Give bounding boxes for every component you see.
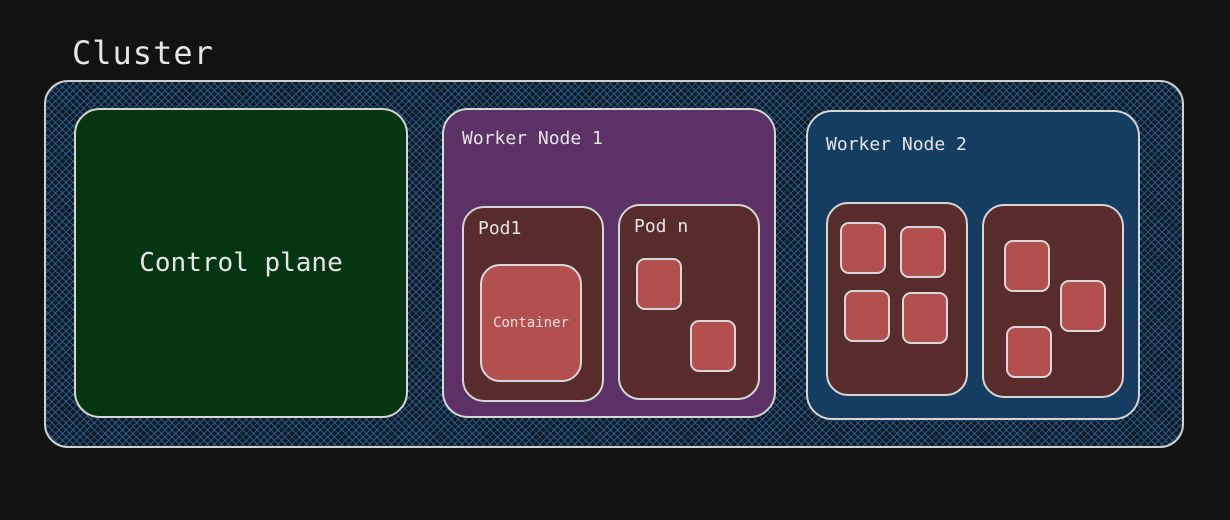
container-box	[902, 292, 948, 344]
container-box	[844, 290, 890, 342]
worker-node-2: Worker Node 2	[806, 110, 1140, 420]
control-plane-label: Control plane	[139, 248, 343, 278]
container-box	[690, 320, 736, 372]
worker-node-1-label: Worker Node 1	[462, 128, 603, 149]
pod-n: Pod n	[618, 204, 760, 400]
container-box	[1004, 240, 1050, 292]
pod-1-label: Pod1	[478, 218, 522, 239]
container-label: Container	[493, 315, 569, 331]
worker-node-2-label: Worker Node 2	[826, 134, 967, 155]
container-box	[1060, 280, 1106, 332]
pod-box	[982, 204, 1124, 398]
container-box	[1006, 326, 1052, 378]
control-plane-box: Control plane	[74, 108, 408, 418]
pod-n-label: Pod n	[634, 216, 689, 237]
worker-node-1: Worker Node 1 Pod1 Container Pod n	[442, 108, 776, 418]
container-box	[636, 258, 682, 310]
pod-box	[826, 202, 968, 396]
container-box	[900, 226, 946, 278]
container-box: Container	[480, 264, 582, 382]
pod-1: Pod1 Container	[462, 206, 604, 402]
cluster-title: Cluster	[72, 34, 214, 72]
container-box	[840, 222, 886, 274]
